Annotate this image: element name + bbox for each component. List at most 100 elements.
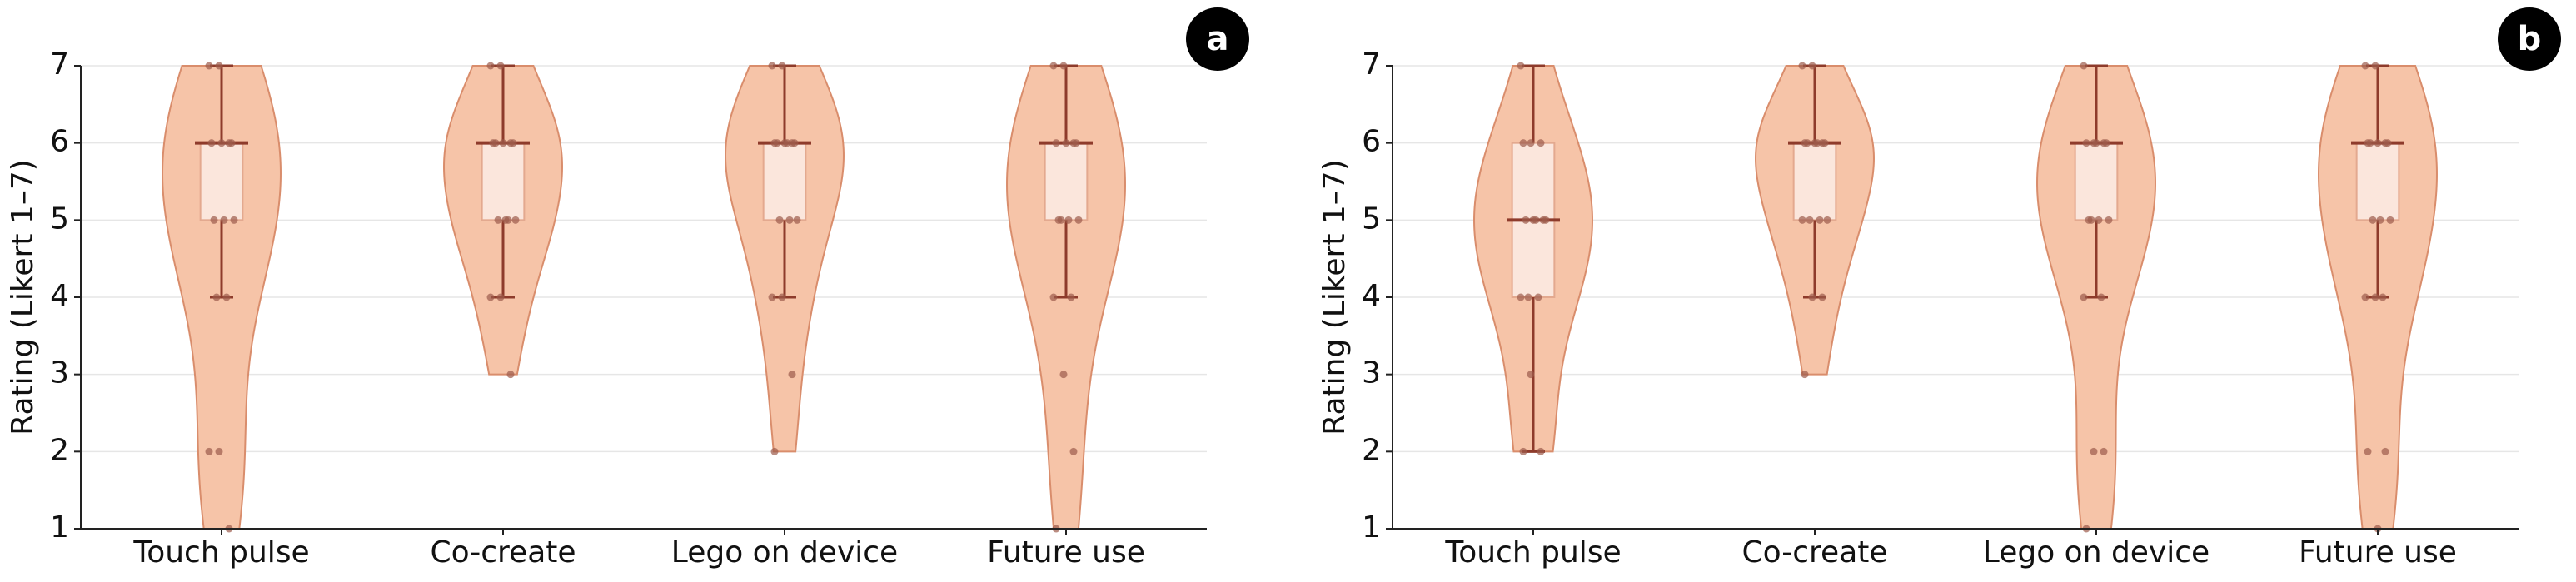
box: [199, 142, 244, 221]
point: [1049, 293, 1058, 301]
point: [2100, 447, 2108, 455]
point: [486, 62, 495, 70]
x-tick-label: Lego on device: [671, 535, 898, 570]
point: [217, 139, 226, 147]
point: [1537, 139, 1545, 147]
box: [762, 142, 807, 221]
point: [1527, 139, 1535, 147]
point: [1798, 62, 1806, 70]
point: [2102, 139, 2110, 147]
point: [2371, 62, 2379, 70]
point: [2090, 447, 2098, 455]
point: [2361, 293, 2369, 301]
point: [506, 371, 515, 379]
point: [783, 139, 791, 147]
x-tick-label: Lego on device: [1983, 535, 2210, 570]
point: [486, 293, 495, 301]
x-tick-label: Co-create: [1741, 535, 1887, 570]
point: [1803, 139, 1811, 147]
panel-badge: [1186, 7, 1249, 71]
x-tick-label: Co-create: [430, 535, 575, 570]
point: [230, 216, 238, 224]
panel-badge: [2498, 7, 2561, 71]
y-tick-label: 5: [1362, 201, 1381, 236]
box: [1792, 142, 1837, 221]
point: [1818, 293, 1826, 301]
point: [491, 139, 500, 147]
point: [2376, 216, 2384, 224]
point: [775, 216, 784, 224]
y-tick-label: 3: [50, 356, 69, 390]
point: [1057, 216, 1065, 224]
point: [1049, 62, 1058, 70]
y-tick-label: 4: [1362, 279, 1381, 313]
point: [511, 216, 520, 224]
point: [1808, 293, 1816, 301]
point: [212, 293, 221, 301]
point: [1517, 62, 1525, 70]
point: [227, 139, 236, 147]
point: [1064, 216, 1073, 224]
point: [509, 139, 517, 147]
point: [778, 62, 786, 70]
point: [768, 62, 776, 70]
point: [210, 216, 218, 224]
point: [1534, 293, 1542, 301]
point: [2379, 293, 2387, 301]
y-tick-label: 1: [50, 510, 69, 545]
point: [215, 62, 223, 70]
point: [496, 293, 505, 301]
y-tick-label: 6: [50, 125, 69, 159]
point: [1806, 216, 1814, 224]
panel-label: a: [1207, 20, 1229, 58]
x-tick-label: Future use: [987, 535, 1145, 570]
point: [220, 216, 228, 224]
point: [2087, 216, 2095, 224]
box: [2074, 142, 2119, 221]
y-axis-label: Rating (Likert 1–7): [6, 159, 40, 435]
point: [1524, 293, 1532, 301]
point: [1059, 371, 1068, 379]
point: [778, 293, 786, 301]
point: [1813, 139, 1821, 147]
point: [2092, 139, 2100, 147]
point: [773, 139, 781, 147]
box: [2355, 142, 2400, 221]
point: [222, 293, 231, 301]
point: [2381, 447, 2389, 455]
point: [2371, 293, 2379, 301]
point: [2364, 447, 2372, 455]
point: [2369, 216, 2377, 224]
y-tick-label: 2: [50, 433, 69, 467]
y-axis-label: Rating (Likert 1–7): [1318, 159, 1352, 435]
point: [1062, 139, 1070, 147]
point: [499, 139, 507, 147]
point: [1074, 216, 1083, 224]
point: [1823, 216, 1831, 224]
point: [785, 216, 794, 224]
y-tick-label: 5: [50, 201, 69, 236]
point: [2386, 216, 2394, 224]
point: [2080, 62, 2088, 70]
point: [1532, 216, 1540, 224]
point: [2374, 139, 2382, 147]
panel-label: b: [2518, 20, 2542, 58]
point: [1517, 293, 1525, 301]
point: [2082, 139, 2090, 147]
y-tick-label: 7: [50, 47, 69, 82]
point: [1801, 371, 1809, 379]
point: [770, 447, 779, 455]
y-tick-label: 7: [1362, 47, 1381, 82]
point: [1808, 62, 1816, 70]
point: [215, 447, 223, 455]
point: [496, 62, 505, 70]
point: [504, 216, 512, 224]
point: [2095, 216, 2103, 224]
point: [494, 216, 502, 224]
point: [2080, 293, 2088, 301]
point: [1816, 216, 1824, 224]
y-tick-label: 6: [1362, 125, 1381, 159]
point: [1522, 216, 1530, 224]
y-tick-label: 3: [1362, 356, 1381, 390]
